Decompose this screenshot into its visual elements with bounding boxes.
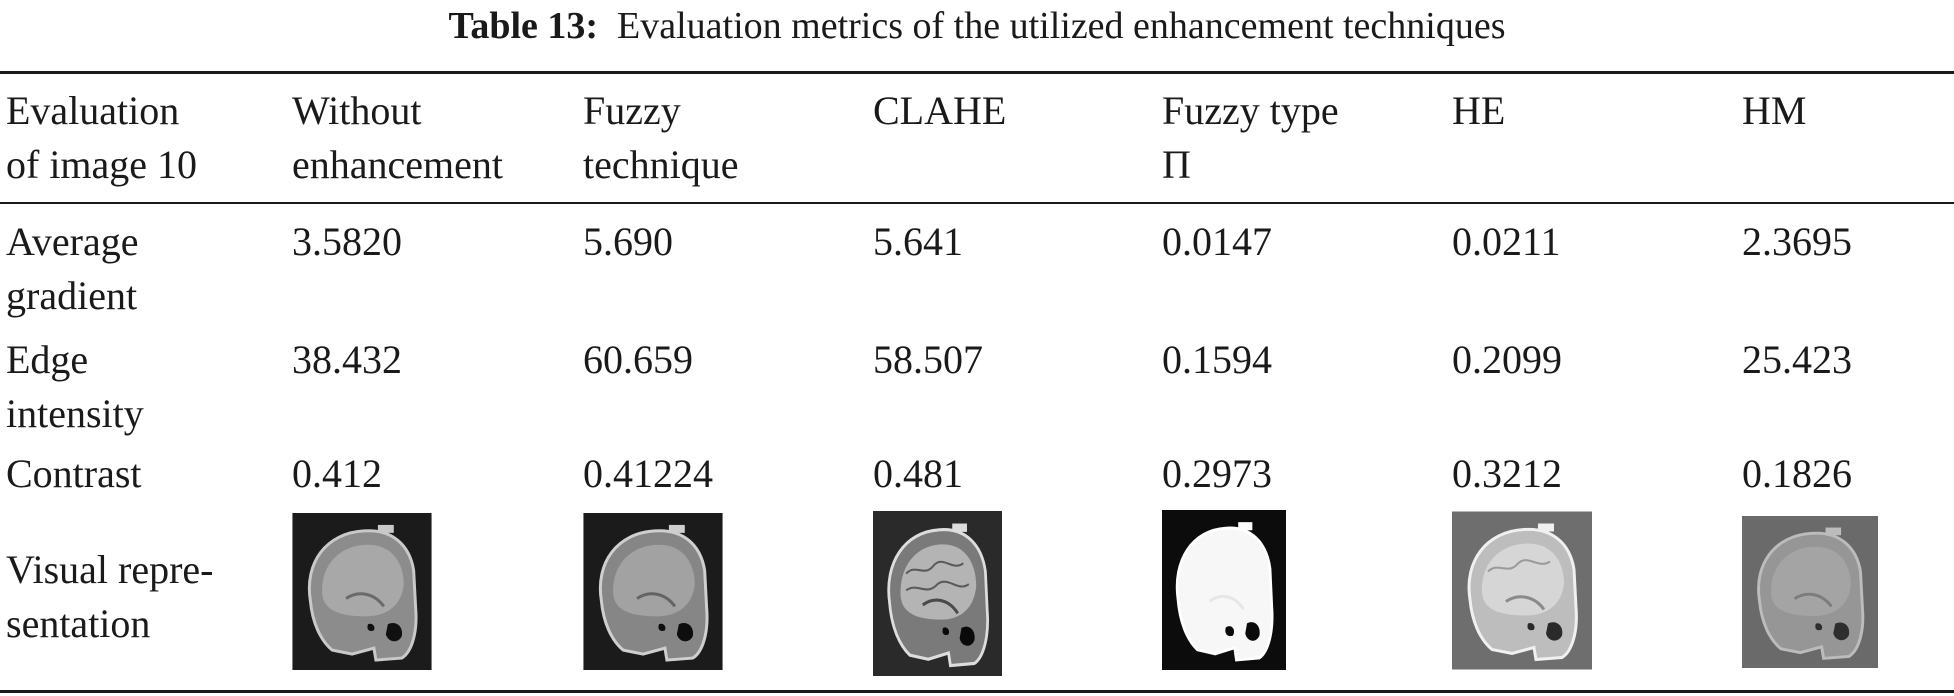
table-cell: 5.690 <box>583 219 673 264</box>
table-cell: 25.423 <box>1742 337 1852 382</box>
column-header-fuzzy-technique: Fuzzy technique <box>583 88 739 187</box>
table-bottom-rule <box>0 690 1954 693</box>
column-header-fuzzy-type-pi: Fuzzy type Π <box>1162 88 1339 187</box>
table-cell: 5.641 <box>873 219 963 264</box>
brain-mri-he-image <box>1452 511 1592 670</box>
brain-mri-fuzzy-type-pi-image <box>1162 510 1286 670</box>
table-cell: 0.1594 <box>1162 337 1272 382</box>
table-cell: 0.2973 <box>1162 451 1272 496</box>
table-cell: 3.5820 <box>292 219 402 264</box>
table-header-rule <box>0 202 1954 204</box>
row-label-average-gradient: Average gradient <box>6 219 139 318</box>
table-cell: 0.0147 <box>1162 219 1272 264</box>
table-cell: 0.412 <box>292 451 382 496</box>
column-header-he: HE <box>1452 88 1506 133</box>
row-label-edge-intensity: Edge intensity <box>6 337 144 436</box>
table-cell: 60.659 <box>583 337 693 382</box>
table-cell: 2.3695 <box>1742 219 1852 264</box>
brain-mri-without-enhancement-image <box>292 513 432 670</box>
table-cell: 38.432 <box>292 337 402 382</box>
brain-mri-fuzzy-technique-image <box>583 513 723 670</box>
table-cell: 0.481 <box>873 451 963 496</box>
table-cell: 0.2099 <box>1452 337 1562 382</box>
table-cell: 0.3212 <box>1452 451 1562 496</box>
column-header-evaluation: Evaluation of image 10 <box>6 88 198 187</box>
column-header-clahe: CLAHE <box>873 88 1007 133</box>
table-cell: 58.507 <box>873 337 983 382</box>
table-cell: 0.41224 <box>583 451 713 496</box>
table-caption: Table 13: Evaluation metrics of the util… <box>0 0 1954 56</box>
table-cell: 0.0211 <box>1452 219 1561 264</box>
table-caption-label: Table 13: <box>448 5 599 47</box>
brain-mri-hm-image <box>1742 516 1878 668</box>
row-label-contrast: Contrast <box>6 451 142 496</box>
column-header-without-enhancement: Without enhancement <box>292 88 503 187</box>
row-label-visual-representation: Visual repre- sentation <box>6 547 214 646</box>
table-cell: 0.1826 <box>1742 451 1852 496</box>
brain-mri-clahe-image <box>873 511 1002 676</box>
table-caption-text: Evaluation metrics of the utilized enhan… <box>617 5 1506 47</box>
column-header-hm: HM <box>1742 88 1807 133</box>
table-top-rule <box>0 71 1954 74</box>
